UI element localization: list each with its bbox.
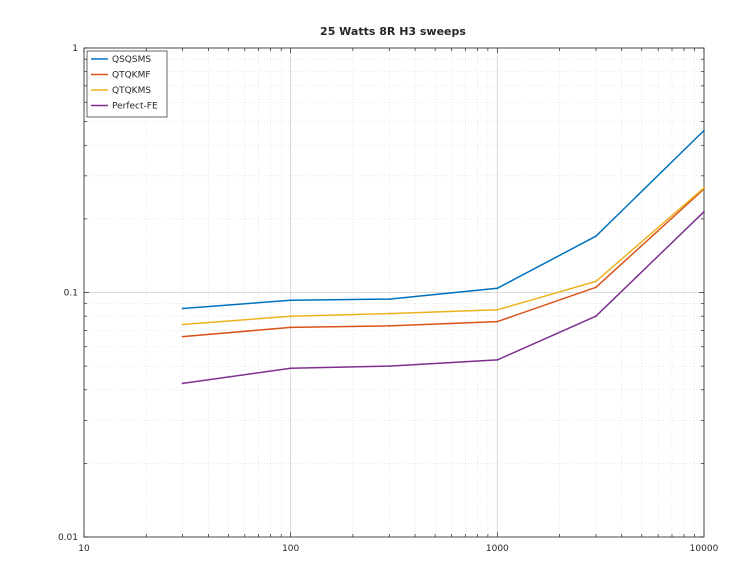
legend-label-qsqsms: QSQSMS [112,55,151,65]
series-lines [181,129,705,385]
data-point-qtqkmf [595,286,597,289]
legend-label-perfect-fe: Perfect-FE [112,102,158,112]
data-point-perfect-fe [388,365,391,368]
legend-label-qtqkmf: QTQKMF [112,71,151,81]
chart-title: 25 Watts 8R H3 sweeps [320,25,466,38]
x-tick-label: 10000 [690,544,719,554]
legend-label-qtqkms: QTQKMS [112,86,151,96]
data-point-perfect-fe [289,367,292,370]
data-point-qtqkmf [289,326,292,329]
data-point-qsqsms [181,307,184,310]
y-tick-label: 1 [72,44,78,54]
data-point-qtqkmf [388,325,391,327]
data-point-qsqsms [703,129,705,132]
y-tick-label: 0.01 [58,533,78,543]
data-point-qtqkmf [181,335,184,338]
data-point-perfect-fe [181,382,184,385]
data-point-perfect-fe [703,210,705,213]
legend[interactable]: QSQSMS QTQKMF QTQKMS Perfect-FE [86,50,168,118]
series-line-qtqkms [182,187,705,326]
data-point-qsqsms [595,235,597,238]
data-point-perfect-fe [595,315,597,318]
series-line-qtqkmf [182,188,705,338]
data-point-qtqkms [703,186,705,189]
data-point-qtqkms [496,308,499,311]
x-tick-label: 1000 [486,544,509,554]
data-point-qtqkms [388,312,391,315]
data-point-qtqkms [595,280,597,283]
data-point-qtqkms [289,315,292,318]
data-point-qsqsms [388,298,391,300]
series-line-perfect-fe [182,211,705,385]
data-point-qsqsms [289,299,292,302]
x-tick-label: 10 [78,544,90,554]
data-point-qsqsms [496,287,499,290]
x-tick-label: 100 [282,544,299,554]
data-point-perfect-fe [496,359,499,361]
y-tick-label: 0.1 [64,289,78,299]
data-point-qtqkmf [496,320,499,323]
series-line-qsqsms [182,129,705,310]
axes: 10 100 1000 10000 0.01 0.1 1 [58,44,719,554]
data-point-qtqkms [181,323,184,326]
